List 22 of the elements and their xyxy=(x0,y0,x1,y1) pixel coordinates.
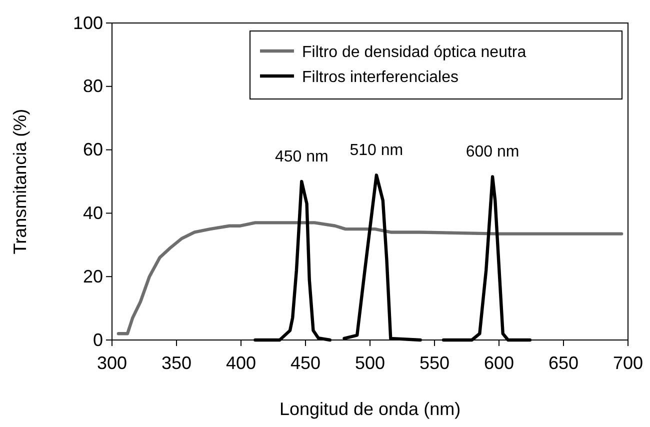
y-tick-label: 0 xyxy=(92,330,103,350)
x-tick-label: 300 xyxy=(96,352,128,373)
legend-label: Filtro de densidad óptica neutra xyxy=(302,44,526,61)
annotation: 510 nm xyxy=(350,142,404,160)
x-axis-title: Longitud de onda (nm) xyxy=(279,399,461,419)
x-tick-label: 600 xyxy=(484,352,514,373)
y-tick-label: 80 xyxy=(82,76,103,96)
y-tick-label: 20 xyxy=(82,266,103,286)
x-tick-label: 550 xyxy=(419,352,450,373)
y-axis-title: Transmitancia (%) xyxy=(10,108,30,254)
y-tick-label: 100 xyxy=(72,12,103,33)
annotation: 600 nm xyxy=(466,144,520,161)
annotation: 450 nm xyxy=(274,148,328,166)
x-tick-label: 700 xyxy=(612,352,644,373)
x-tick-label: 500 xyxy=(354,352,386,373)
y-tick-label: 40 xyxy=(82,202,103,223)
x-tick-label: 400 xyxy=(226,352,256,373)
x-tick-label: 450 xyxy=(290,352,321,373)
legend-label: Filtros interferenciales xyxy=(302,69,458,86)
x-tick-label: 350 xyxy=(161,352,192,373)
x-tick-label: 650 xyxy=(548,352,579,373)
y-tick-label: 60 xyxy=(82,140,103,160)
